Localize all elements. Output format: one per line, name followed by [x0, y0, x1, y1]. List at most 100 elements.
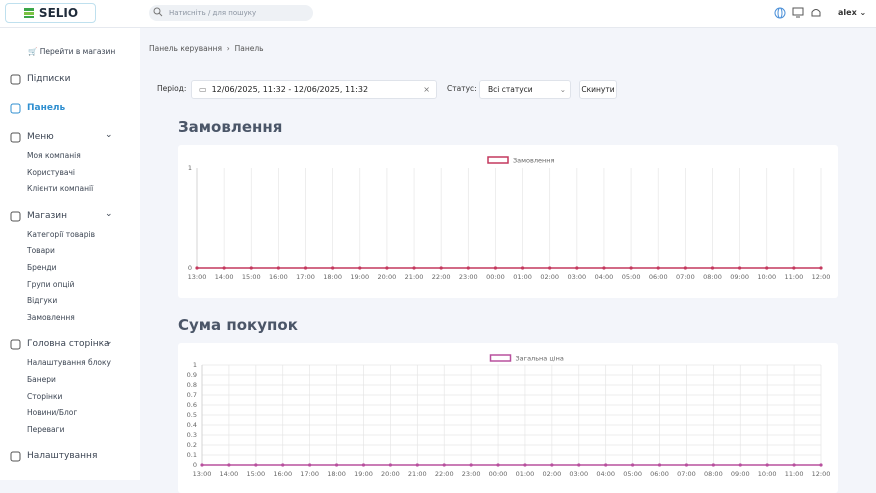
- x-tick-label: 22:00: [432, 273, 451, 281]
- x-tick-label: 19:00: [350, 273, 369, 281]
- period-input[interactable]: ▭ 12/06/2025, 11:32 - 12/06/2025, 11:32 ×: [191, 80, 437, 99]
- x-tick-label: 00:00: [486, 273, 505, 281]
- nav-item[interactable]: Переваги: [27, 424, 65, 434]
- sidebar: 🛒 Перейти в магазин Підписки Панель Меню ⌄ М…: [0, 28, 140, 480]
- legend-swatch: [487, 156, 509, 164]
- y-tick-label: 0.3: [187, 431, 197, 439]
- x-tick-label: 18:00: [323, 273, 342, 281]
- x-tick-label: 12:00: [812, 273, 831, 281]
- header: SELIO Натисніть / для пошуку alex ⌄: [0, 0, 876, 28]
- nav-item[interactable]: Банери: [27, 375, 56, 384]
- status-value: Всі статуси: [488, 85, 533, 94]
- nav-item[interactable]: Моя компанія: [27, 151, 81, 160]
- logo[interactable]: SELIO: [5, 3, 96, 23]
- legend-label: Замовлення: [513, 157, 555, 165]
- x-tick-label: 08:00: [703, 273, 722, 281]
- data-point: [385, 266, 389, 270]
- nav-section[interactable]: Панель: [27, 103, 66, 113]
- y-tick-label: 0.7: [187, 391, 197, 399]
- data-point: [466, 266, 470, 270]
- status-select[interactable]: Всі статуси ⌄: [479, 80, 571, 99]
- x-tick-label: 13:00: [193, 470, 212, 478]
- x-tick-label: 21:00: [408, 470, 427, 478]
- data-point: [520, 266, 525, 270]
- shop-link[interactable]: 🛒 Перейти в магазин: [28, 47, 116, 56]
- user-menu[interactable]: alex ⌄: [838, 8, 867, 17]
- data-point: [412, 266, 416, 270]
- legend-swatch: [489, 354, 512, 362]
- nav-item[interactable]: Налаштування блоку: [27, 358, 111, 368]
- chart: 0 1 13:00 14:00 15:00 16:00 17:00 18:00 19:00 20:…: [188, 156, 831, 281]
- y-tick-label: 0: [193, 461, 197, 469]
- data-point: [577, 463, 581, 467]
- y-tick-label: 0.9: [187, 371, 197, 379]
- x-tick-label: 03:00: [567, 273, 586, 281]
- nav-icon: [10, 103, 21, 114]
- nav-item[interactable]: Товари: [27, 246, 55, 256]
- x-tick-label: 04:00: [596, 470, 615, 478]
- chevron: ⌄: [105, 208, 113, 219]
- nav-item[interactable]: Бренди: [27, 263, 57, 272]
- period-label: Період:: [157, 84, 187, 93]
- nav-item[interactable]: Групи опцій: [27, 279, 75, 289]
- nav-section[interactable]: Налаштування: [27, 451, 98, 462]
- data-point: [602, 266, 606, 270]
- x-tick-label: 15:00: [246, 470, 265, 478]
- nav-section[interactable]: Магазин: [27, 210, 68, 221]
- period-value: 12/06/2025, 11:32 - 12/06/2025, 11:32: [211, 85, 369, 94]
- reset-button[interactable]: Скинути: [579, 80, 617, 99]
- x-tick-label: 16:00: [269, 273, 288, 281]
- y-tick-label: 1: [188, 164, 192, 172]
- user-name: alex: [838, 8, 857, 17]
- icon-shape: [10, 74, 21, 85]
- nav-section[interactable]: Підписки: [27, 74, 71, 84]
- x-tick-label: 02:00: [543, 470, 562, 478]
- x-tick-label: 18:00: [327, 470, 346, 478]
- data-point: [308, 463, 312, 467]
- y-tick-label: 0.4: [187, 421, 197, 429]
- nav-item[interactable]: Відгуки: [27, 296, 58, 306]
- x-tick-label: 06:00: [650, 470, 669, 478]
- nav-section[interactable]: Меню: [27, 132, 54, 142]
- nav-icon: [10, 211, 21, 222]
- x-tick-label: 11:00: [785, 273, 804, 281]
- data-point: [222, 266, 226, 270]
- x-tick-label: 05:00: [623, 470, 642, 478]
- chevron: ⌄: [105, 337, 113, 348]
- data-point: [548, 266, 552, 270]
- y-tick-label: 0.6: [187, 401, 197, 409]
- x-tick-label: 14:00: [220, 470, 239, 478]
- x-tick-label: 13:00: [188, 273, 207, 281]
- x-tick-label: 07:00: [676, 273, 695, 281]
- data-point: [200, 463, 204, 467]
- nav-section[interactable]: Головна сторінка: [27, 339, 110, 350]
- x-tick-label: 17:00: [300, 470, 319, 478]
- data-point: [415, 463, 419, 467]
- x-tick-label: 21:00: [405, 273, 424, 281]
- x-tick-label: 23:00: [459, 273, 478, 281]
- data-point: [523, 463, 527, 467]
- nav-item[interactable]: Користувачі: [27, 167, 76, 177]
- data-point: [442, 463, 446, 467]
- data-point: [575, 266, 579, 270]
- nav-item[interactable]: Новини/Блог: [27, 408, 78, 418]
- nav-item[interactable]: Замовлення: [27, 312, 75, 322]
- data-point: [276, 266, 280, 270]
- data-point: [227, 463, 231, 467]
- logo-icon: [23, 8, 34, 18]
- header-icons[interactable]: [774, 7, 834, 19]
- chart: 0 0.1 0.2 0.3 0.4 0.5 0.6 0.7 0.8 0.9 1 13:00 14:00 1…: [187, 354, 830, 478]
- nav-icon: [10, 74, 21, 85]
- data-point: [195, 266, 199, 270]
- x-tick-label: 22:00: [435, 470, 454, 478]
- nav-item[interactable]: Категорії товарів: [27, 229, 95, 239]
- x-tick-label: 08:00: [704, 470, 723, 478]
- breadcrumb[interactable]: Панель керування: [149, 44, 223, 53]
- x-tick-label: 07:00: [677, 470, 696, 478]
- nav-item[interactable]: Сторінки: [27, 391, 63, 401]
- data-point: [550, 463, 554, 467]
- nav-item[interactable]: Клієнти компанії: [27, 184, 94, 194]
- search[interactable]: Натисніть / для пошуку: [149, 5, 313, 21]
- data-point: [303, 266, 308, 270]
- nav-icon: [10, 339, 21, 350]
